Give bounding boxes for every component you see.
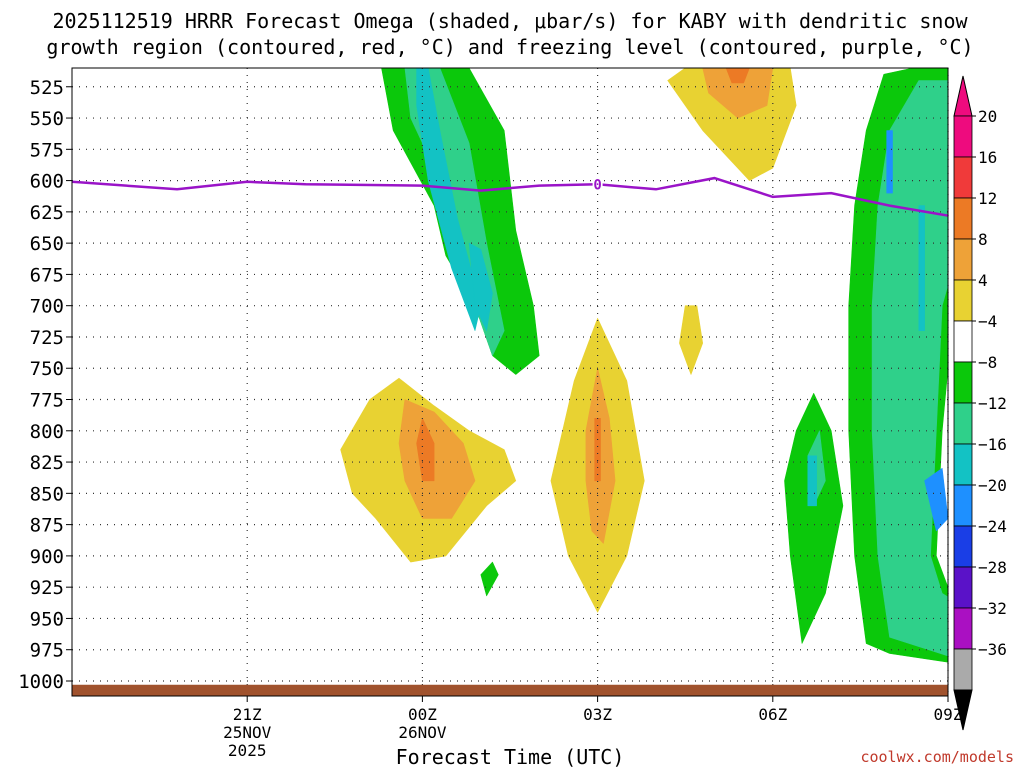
terrain — [72, 684, 948, 696]
colorbar-label: 16 — [978, 148, 997, 167]
y-tick-label: 550 — [30, 108, 64, 130]
freezing-level: 0 — [72, 176, 948, 217]
x-tick-label: 26NOV — [398, 723, 447, 742]
omega-region — [416, 417, 435, 482]
freezing-level-label: 0 — [593, 177, 601, 193]
y-tick-label: 825 — [30, 452, 64, 474]
x-tick-label: 2025 — [228, 741, 267, 760]
y-axis: 525 550 575 600 625 650 675 700 725 750 775 800 825 8… — [18, 77, 72, 693]
y-tick-label: 525 — [30, 77, 64, 99]
y-tick-label: 775 — [30, 390, 64, 412]
omega-region — [398, 399, 476, 519]
y-tick-label: 625 — [30, 202, 64, 224]
colorbar-label: 20 — [978, 107, 997, 126]
y-tick-label: 675 — [30, 264, 64, 286]
x-tick-label: 00Z — [408, 705, 437, 724]
plot-frame — [71, 67, 949, 697]
y-tick-label: 750 — [30, 358, 64, 380]
y-tick-label: 850 — [30, 483, 64, 505]
x-tick-label: 06Z — [758, 705, 787, 724]
omega-region — [871, 80, 948, 657]
colorbar-label: −12 — [978, 394, 1007, 413]
colorbar-label: −24 — [978, 517, 1007, 536]
colorbar-label: −20 — [978, 476, 1007, 495]
y-tick-label: 725 — [30, 327, 64, 349]
colorbar-swatch — [953, 648, 973, 691]
omega-region — [416, 68, 482, 332]
terrain-surface — [72, 684, 948, 696]
colorbar-label: −32 — [978, 599, 1007, 618]
omega-region — [725, 68, 750, 84]
colorbar-swatch — [953, 197, 973, 240]
colorbar-label: 12 — [978, 189, 997, 208]
colorbar-swatch — [953, 443, 973, 486]
y-tick-label: 800 — [30, 421, 64, 443]
y-tick-label: 875 — [30, 515, 64, 537]
colorbar-label: −36 — [978, 640, 1007, 659]
x-axis: 21Z25NOV202500Z26NOV03Z06Z09Z12Z — [223, 696, 963, 760]
colorbar-swatch — [953, 361, 973, 404]
colorbar: 20 16 12 8 4 −4 −8 −12 −16 −20 −24 −28 −32 −36 — [953, 75, 1007, 731]
chart-title-line1: 2025112519 HRRR Forecast Omega (shaded, … — [52, 9, 968, 33]
omega-region — [807, 455, 817, 507]
colorbar-swatch — [953, 238, 973, 281]
colorbar-label: 8 — [978, 230, 988, 249]
omega-region — [468, 242, 493, 332]
y-tick-label: 650 — [30, 233, 64, 255]
omega-region — [924, 467, 948, 532]
colorbar-label: −16 — [978, 435, 1007, 454]
colorbar-swatch — [953, 320, 973, 363]
x-tick-label: 09Z — [934, 705, 963, 724]
omega-region — [886, 130, 893, 194]
colorbar-swatch — [953, 525, 973, 568]
credit-text: coolwx.com/models — [860, 748, 1014, 766]
omega-region — [784, 392, 844, 644]
x-tick-label: 03Z — [583, 705, 612, 724]
x-axis-title: Forecast Time (UTC) — [396, 745, 625, 768]
freezing-label-bg — [592, 177, 603, 192]
y-tick-label: 950 — [30, 608, 64, 630]
y-tick-label: 600 — [30, 171, 64, 193]
colorbar-swatch — [953, 566, 973, 609]
chart-title-line2: growth region (contoured, red, °C) and f… — [46, 35, 973, 59]
colorbar-label: −4 — [978, 312, 997, 331]
colorbar-swatch — [953, 607, 973, 650]
y-tick-label: 700 — [30, 296, 64, 318]
colorbar-swatch — [953, 402, 973, 445]
omega-region — [918, 205, 925, 332]
colorbar-label: −28 — [978, 558, 1007, 577]
omega-shading — [340, 68, 948, 663]
omega-region — [679, 305, 704, 375]
colorbar-swatch — [953, 484, 973, 527]
y-tick-label: 925 — [30, 577, 64, 599]
y-tick-label: 575 — [30, 139, 64, 161]
colorbar-swatch — [953, 115, 973, 158]
colorbar-swatch — [953, 156, 973, 199]
omega-region — [594, 417, 601, 482]
omega-region — [702, 68, 774, 119]
colorbar-bottom-arrow — [953, 689, 973, 731]
x-tick-label: 25NOV — [223, 723, 272, 742]
y-tick-label: 975 — [30, 640, 64, 662]
freezing-level-line — [72, 176, 948, 217]
y-tick-label: 900 — [30, 546, 64, 568]
colorbar-swatch — [953, 279, 973, 322]
colorbar-label: 4 — [978, 271, 988, 290]
colorbar-label: −8 — [978, 353, 997, 372]
y-tick-label: 1000 — [18, 671, 64, 693]
x-tick-label: 21Z — [233, 705, 262, 724]
